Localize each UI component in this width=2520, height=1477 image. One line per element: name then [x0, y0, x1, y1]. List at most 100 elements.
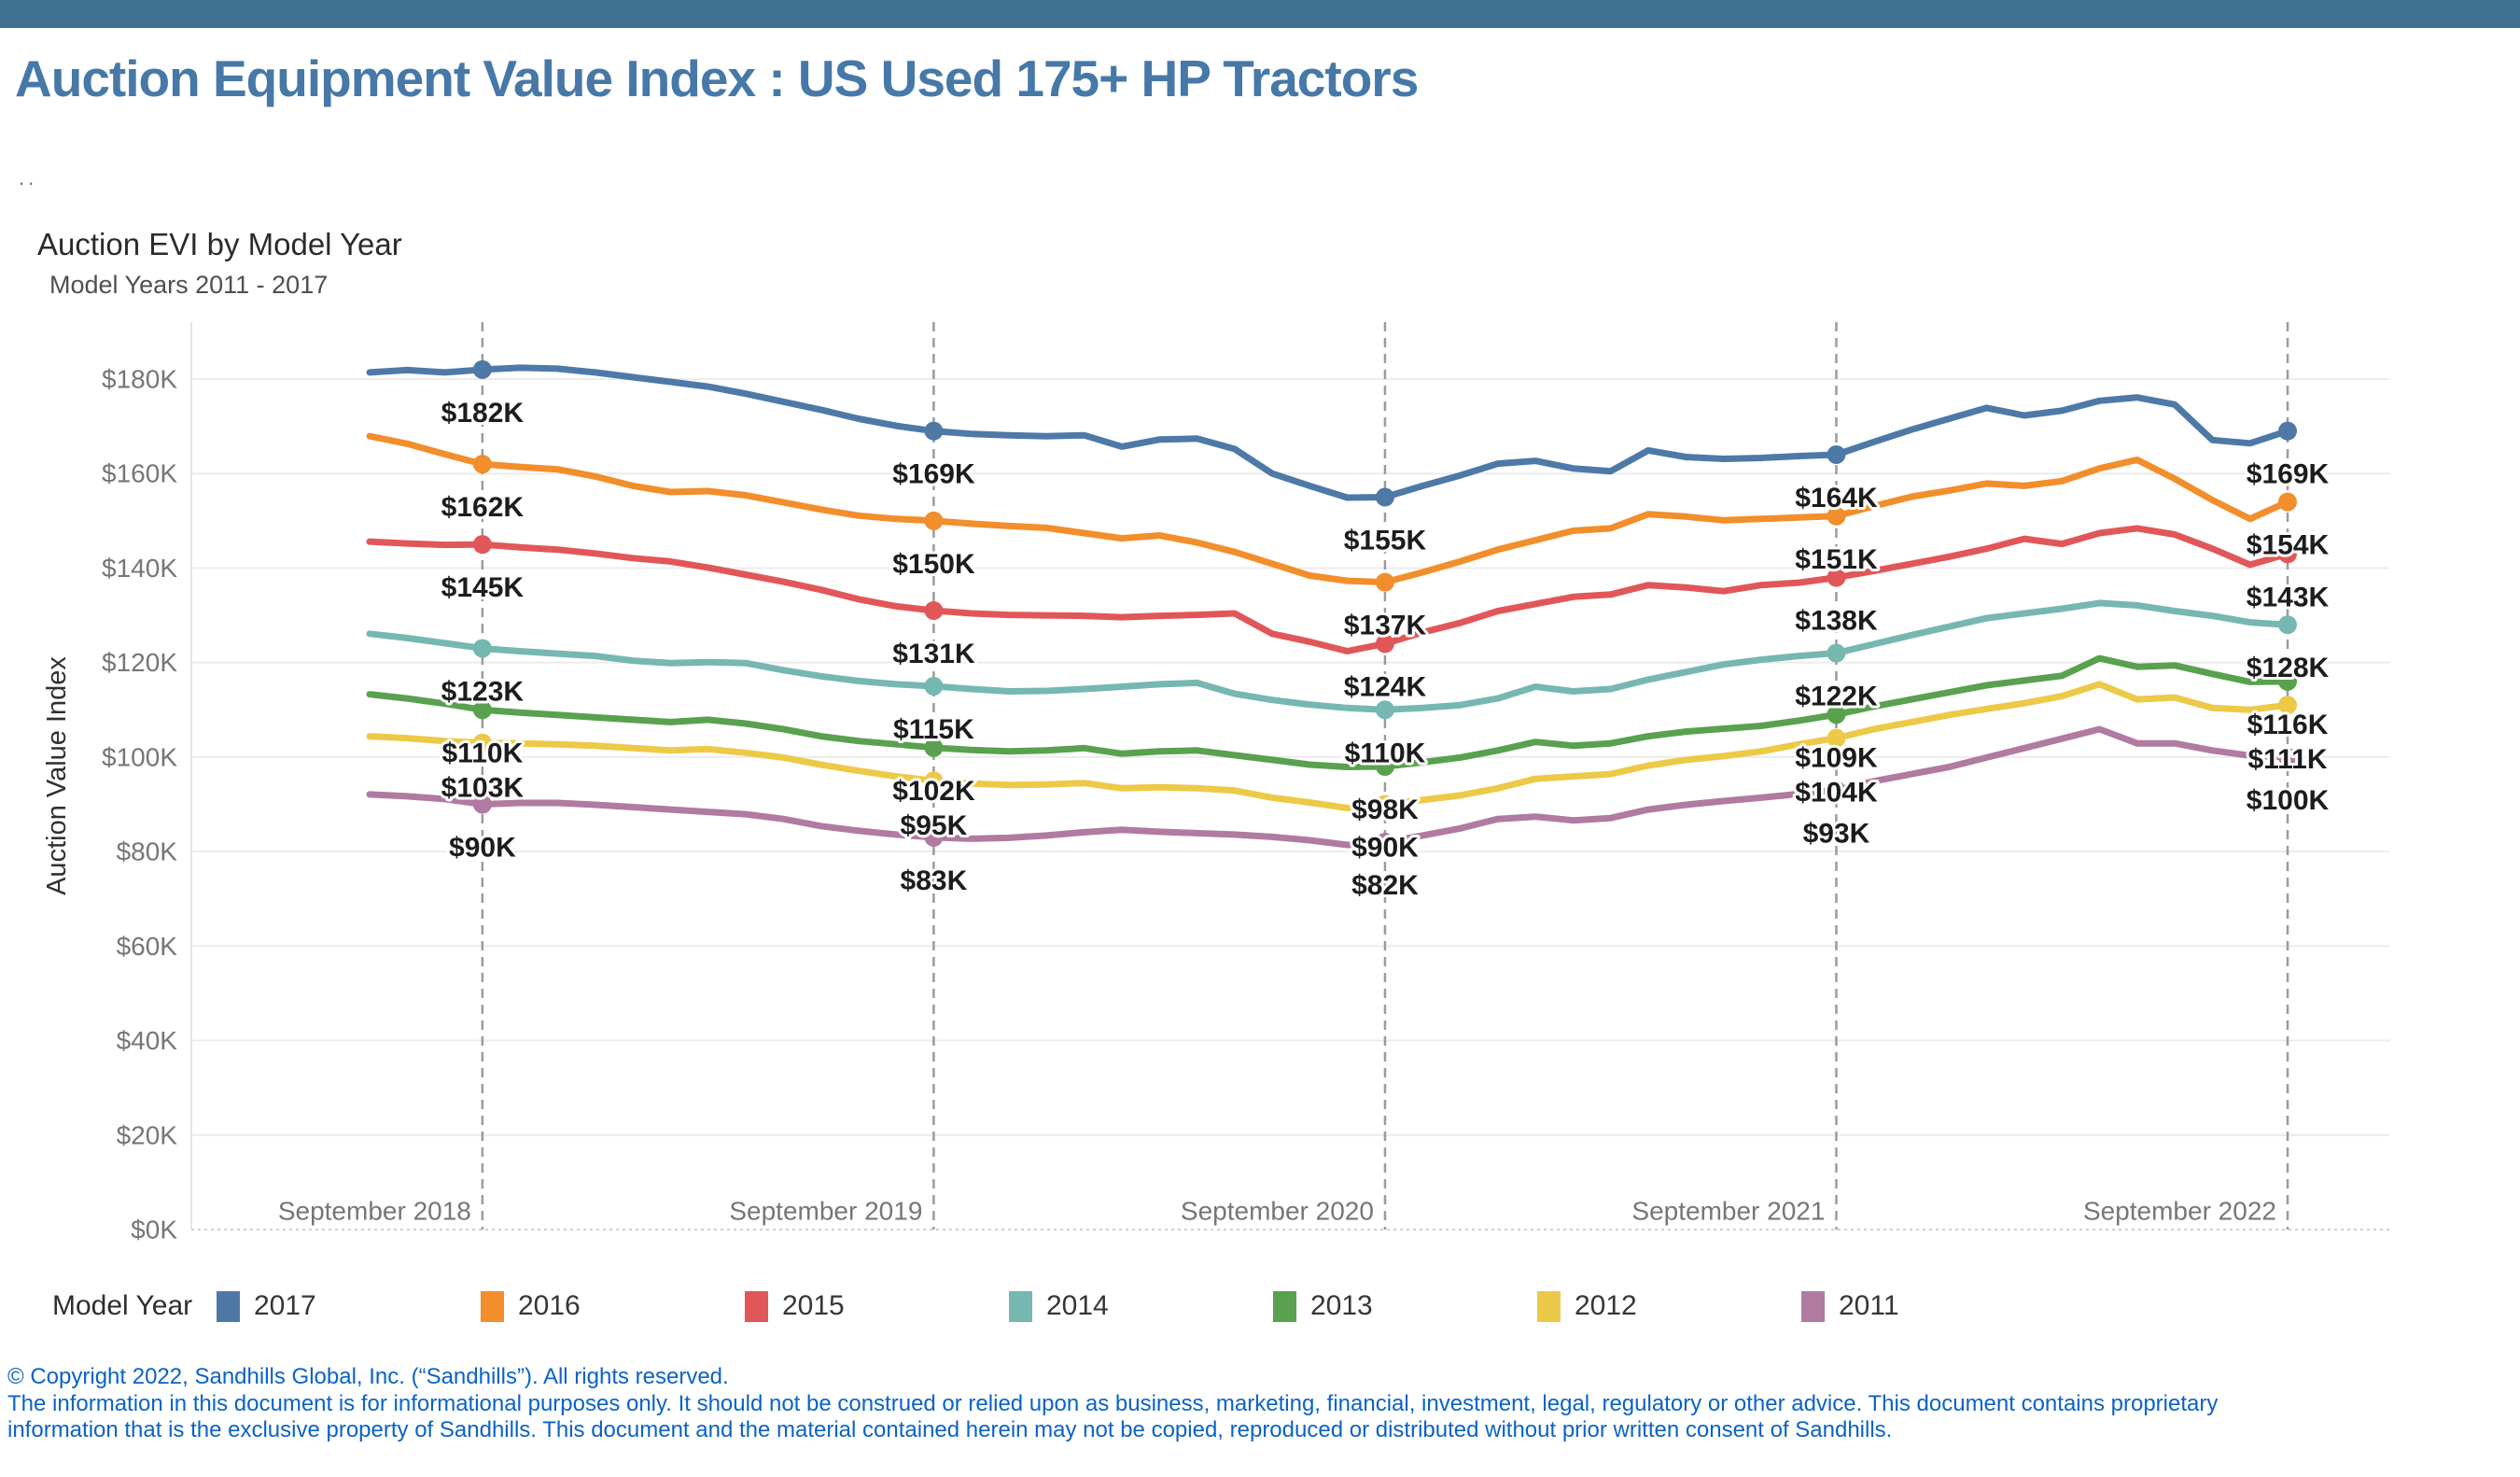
y-tick-label: $140K [102, 554, 177, 583]
marker-2017-september-2019[interactable] [924, 421, 944, 441]
footer-line-disclaimer-2: information that is the exclusive proper… [7, 1417, 1893, 1442]
marker-2016-september-2020[interactable] [1375, 572, 1394, 592]
data-label: $82K [1351, 870, 1419, 901]
marker-2017-september-2018[interactable] [472, 359, 492, 379]
marker-2013-september-2022[interactable] [2277, 671, 2297, 691]
legend-item-label: 2016 [518, 1290, 581, 1321]
data-label: $109K [1795, 742, 1878, 773]
marker-2012-september-2018[interactable] [472, 733, 492, 753]
data-label: $145K [441, 572, 525, 603]
data-label: $110K [442, 738, 524, 768]
marker-2013-september-2021[interactable] [1827, 705, 1846, 724]
data-label: $143K [2247, 582, 2330, 612]
y-tick-label: $100K [102, 742, 177, 771]
series-line-2011[interactable] [366, 725, 2291, 849]
marker-2016-september-2018[interactable] [472, 455, 492, 474]
data-label: $90K [449, 833, 516, 864]
chart-title: Auction EVI by Model Year [37, 227, 402, 261]
page-title: Auction Equipment Value Index : US Used … [15, 49, 1419, 107]
marker-2015-september-2018[interactable] [472, 535, 492, 555]
series-line-2015[interactable] [366, 525, 2291, 654]
data-label: $182K [441, 398, 525, 429]
marker-2013-september-2020[interactable] [1375, 757, 1394, 777]
data-label: $95K [901, 810, 968, 841]
legend: Model Year 2017 2016 2015 2014 2013 2012 2011 [0, 1283, 2520, 1329]
decorative-dots: .. [19, 166, 38, 190]
y-tick-label: $120K [102, 648, 177, 677]
marker-2017-september-2020[interactable] [1375, 487, 1394, 507]
legend-item-label: 2011 [1839, 1290, 1899, 1321]
x-tick-label: September 2020 [1181, 1197, 1374, 1226]
legend-item-2017[interactable]: 2017 [217, 1283, 316, 1329]
x-tick-label: September 2019 [729, 1197, 922, 1226]
marker-2017-september-2021[interactable] [1827, 444, 1846, 464]
legend-item-2016[interactable]: 2016 [481, 1283, 581, 1329]
y-tick-label: $160K [102, 459, 177, 488]
marker-2016-september-2021[interactable] [1827, 506, 1846, 526]
x-tick-label: September 2022 [2083, 1197, 2276, 1226]
marker-2012-september-2022[interactable] [2277, 696, 2297, 715]
data-label: $138K [1795, 606, 1878, 637]
marker-2016-september-2019[interactable] [924, 511, 944, 530]
marker-2016-september-2022[interactable] [2277, 492, 2297, 512]
legend-item-2015[interactable]: 2015 [745, 1283, 845, 1329]
footer-disclaimer: © Copyright 2022, Sandhills Global, Inc.… [7, 1364, 2471, 1444]
legend-item-2014[interactable]: 2014 [1009, 1283, 1109, 1329]
marker-2011-september-2019[interactable] [924, 827, 944, 847]
data-label: $150K [892, 549, 975, 580]
marker-2014-september-2019[interactable] [924, 676, 944, 696]
y-tick-label: $0K [131, 1216, 177, 1245]
data-label: $104K [1795, 777, 1878, 808]
legend-item-label: 2017 [254, 1290, 316, 1321]
series-line-2013[interactable] [366, 654, 2291, 770]
marker-2013-september-2018[interactable] [472, 700, 492, 720]
y-tick-label: $20K [117, 1120, 178, 1149]
legend-item-2013[interactable]: 2013 [1273, 1283, 1373, 1329]
marker-2011-september-2020[interactable] [1375, 832, 1394, 851]
series-line-2017[interactable] [366, 364, 2291, 501]
marker-2012-september-2020[interactable] [1375, 795, 1394, 814]
legend-item-2012[interactable]: 2012 [1537, 1283, 1637, 1329]
legend-swatch-2011 [1801, 1290, 1825, 1322]
legend-swatch-2013 [1273, 1290, 1296, 1322]
marker-2015-september-2020[interactable] [1375, 634, 1394, 654]
data-label: $124K [1344, 671, 1427, 702]
y-tick-label: $60K [117, 932, 178, 961]
data-label: $164K [1795, 483, 1878, 513]
marker-2014-september-2018[interactable] [472, 639, 492, 658]
chart-subtitle: Model Years 2011 - 2017 [49, 271, 329, 299]
marker-2011-september-2021[interactable] [1827, 781, 1846, 800]
marker-2015-september-2022[interactable] [2277, 544, 2297, 564]
marker-2015-september-2021[interactable] [1827, 568, 1846, 587]
y-axis-title: Auction Value Index [42, 656, 72, 895]
series-line-2012[interactable] [366, 681, 2291, 811]
data-label: $155K [1344, 526, 1427, 556]
marker-2011-september-2022[interactable] [2277, 747, 2297, 767]
marker-2012-september-2019[interactable] [924, 771, 944, 791]
marker-2014-september-2022[interactable] [2277, 615, 2297, 635]
data-label: $169K [892, 459, 975, 490]
data-label: $162K [441, 492, 525, 523]
legend-item-2011[interactable]: 2011 [1801, 1283, 1899, 1329]
data-label: $116K [2247, 710, 2329, 740]
marker-2013-september-2019[interactable] [924, 738, 944, 757]
legend-swatch-2012 [1537, 1290, 1561, 1322]
data-label: $103K [441, 772, 525, 803]
data-label: $154K [2247, 530, 2330, 561]
header-bar [0, 0, 2520, 28]
footer-line-copyright: © Copyright 2022, Sandhills Global, Inc.… [7, 1364, 729, 1389]
marker-2011-september-2018[interactable] [472, 795, 492, 814]
legend-item-label: 2012 [1575, 1290, 1637, 1321]
series-line-2014[interactable] [366, 599, 2291, 713]
y-tick-label: $40K [117, 1026, 178, 1055]
marker-2012-september-2021[interactable] [1827, 728, 1846, 748]
marker-2014-september-2020[interactable] [1375, 700, 1394, 720]
x-tick-label: September 2018 [278, 1197, 471, 1226]
marker-2014-september-2021[interactable] [1827, 643, 1846, 663]
series-line-2016[interactable] [366, 432, 2291, 586]
legend-swatch-2016 [481, 1290, 504, 1322]
marker-2017-september-2022[interactable] [2277, 421, 2297, 441]
marker-2015-september-2019[interactable] [924, 600, 944, 620]
